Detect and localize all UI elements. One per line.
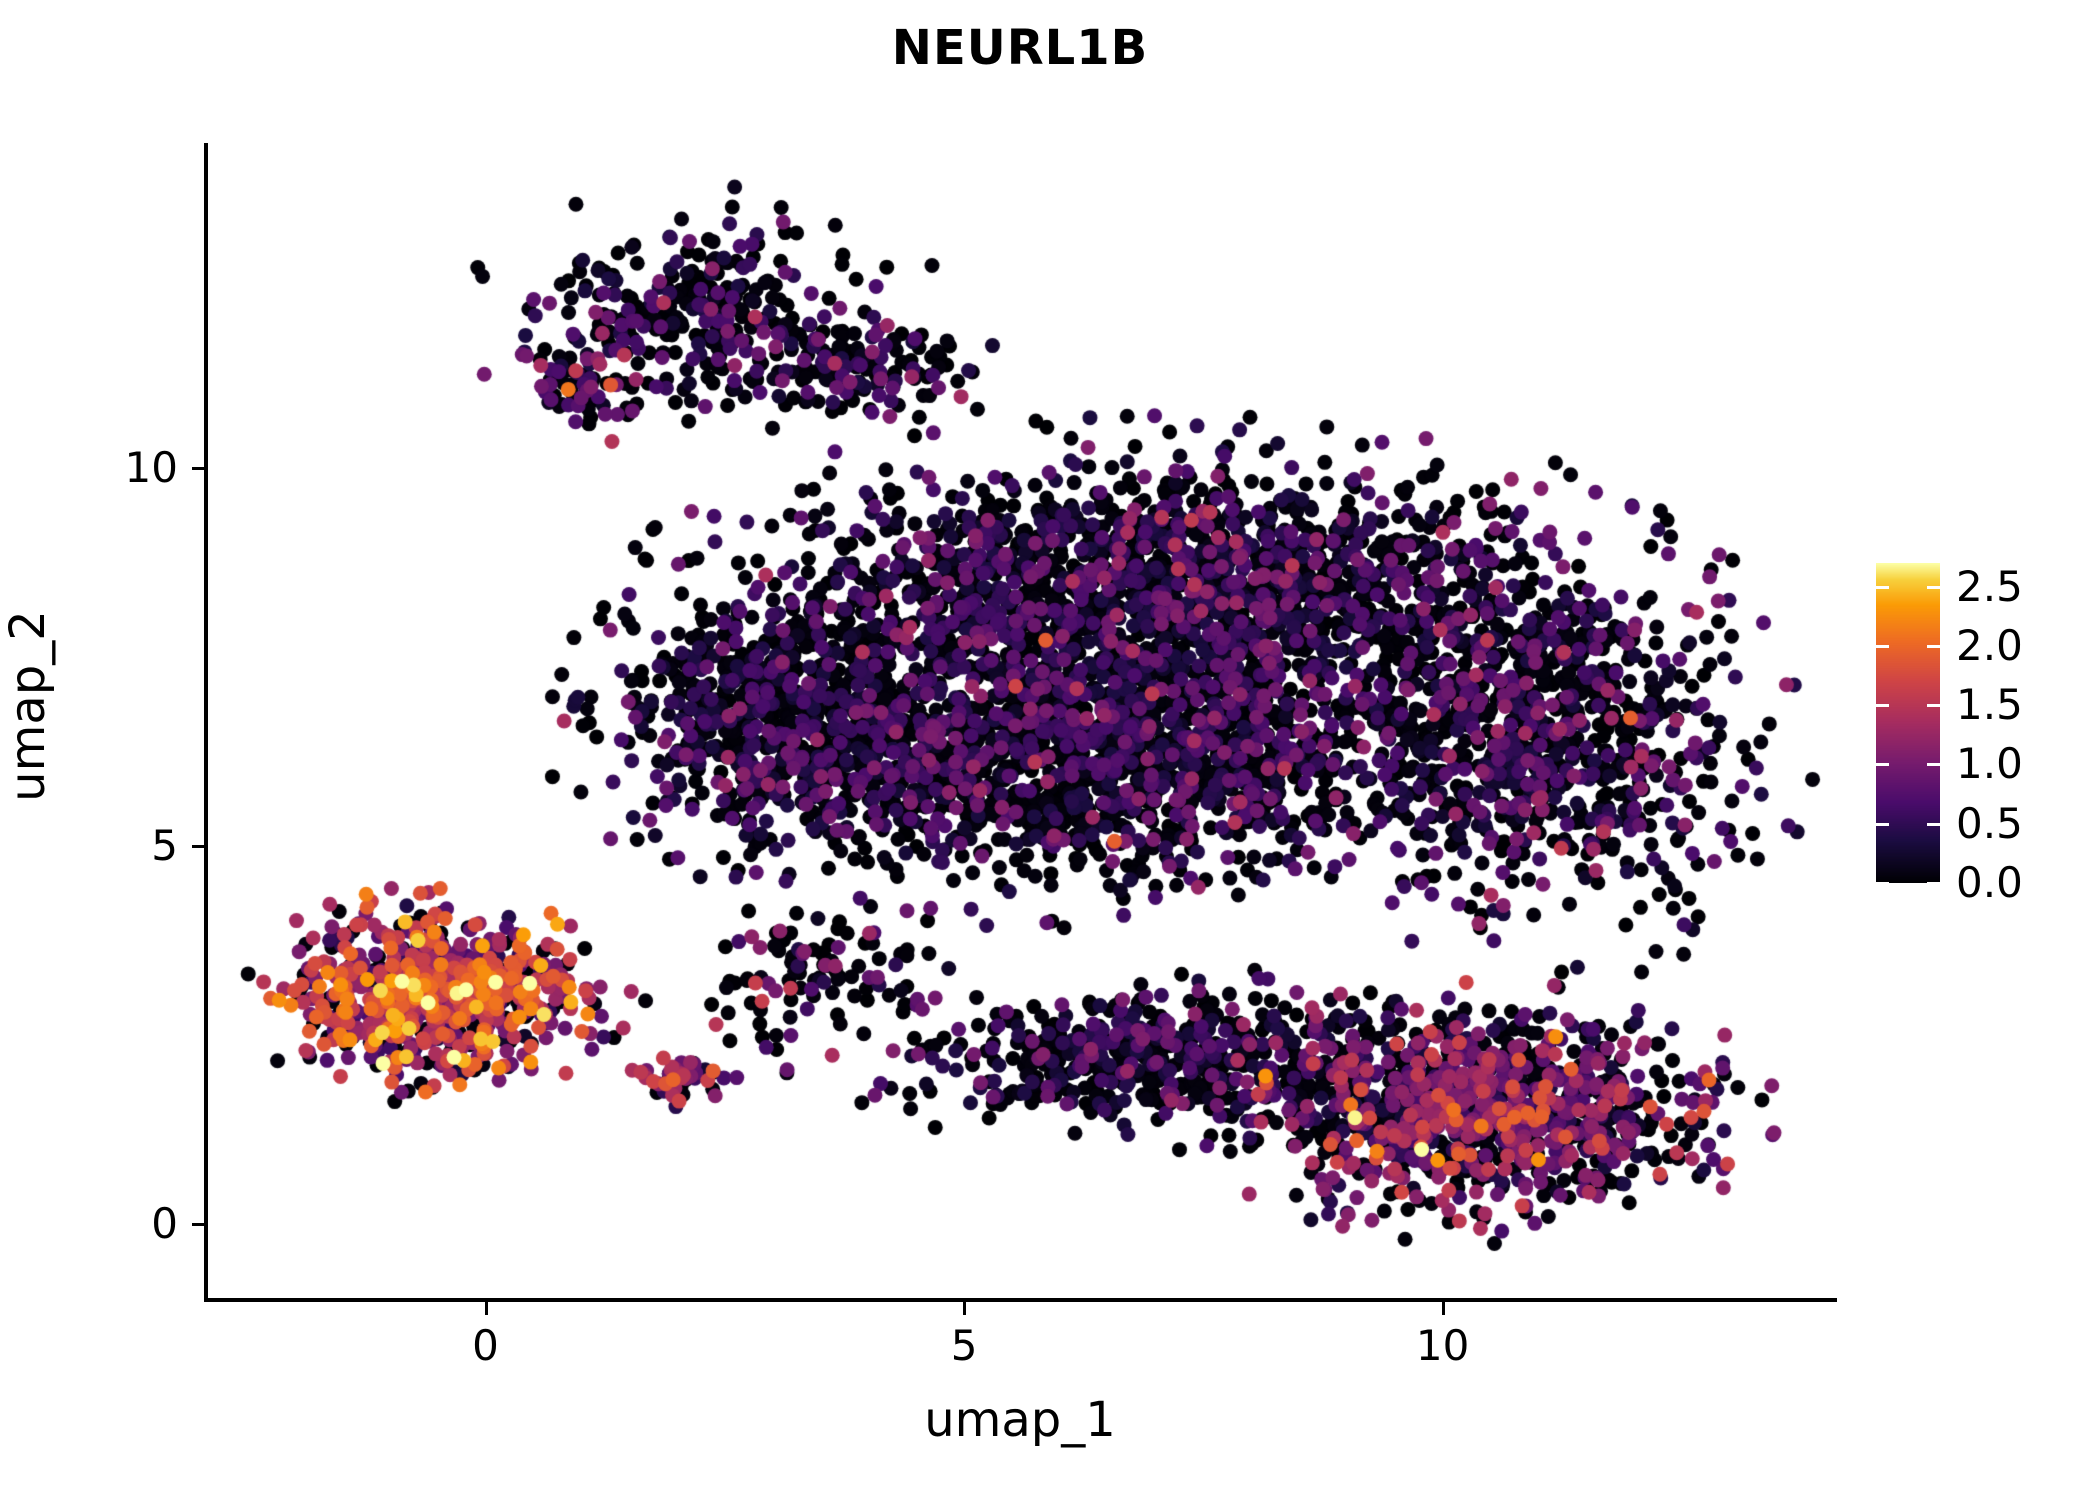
colorbar-tick-mark (1876, 763, 1889, 767)
x-axis-spine (204, 1298, 1837, 1302)
colorbar-tick-mark (1876, 704, 1889, 708)
x-tick-label: 5 (950, 1321, 978, 1370)
x-tick-label: 10 (1415, 1321, 1470, 1370)
y-tick-label: 0 (151, 1199, 178, 1249)
y-tick-label: 10 (124, 443, 178, 493)
colorbar: 2.5 2.0 1.5 1.0 0.5 0.0 (1876, 561, 2086, 904)
colorbar-tick-label: 1.5 (1956, 680, 2023, 730)
y-axis-spine (204, 143, 208, 1302)
colorbar-tick-mark (1876, 882, 1889, 885)
colorbar-tick-mark (1927, 763, 1940, 767)
colorbar-tick-mark (1927, 822, 1940, 826)
x-tick-mark (1441, 1302, 1445, 1315)
colorbar-tick-mark (1927, 882, 1940, 885)
x-axis-title: umap_1 (924, 1392, 1116, 1448)
y-axis-title: umap_2 (0, 610, 56, 802)
colorbar-tick-mark (1876, 822, 1889, 826)
colorbar-tick-label: 0.5 (1956, 798, 2023, 848)
page-title: NEURL1B (891, 20, 1149, 76)
scatter-points-canvas (208, 143, 1835, 1300)
y-tick-mark (192, 845, 205, 849)
colorbar-tick-mark (1927, 704, 1940, 708)
colorbar-tick-label: 2.0 (1956, 620, 2023, 670)
y-tick-label: 5 (151, 821, 178, 871)
colorbar-tick-label: 0.0 (1956, 858, 2023, 907)
colorbar-tick-label: 1.0 (1956, 739, 2023, 789)
colorbar-tick-mark (1927, 585, 1940, 589)
y-tick-mark (192, 1223, 205, 1227)
y-tick-mark (192, 467, 205, 471)
colorbar-tick-label: 2.5 (1956, 561, 2023, 611)
colorbar-tick-mark (1927, 644, 1940, 648)
colorbar-gradient (1876, 563, 1940, 883)
x-tick-label: 0 (472, 1321, 499, 1370)
scatter-plot-area (208, 143, 1835, 1300)
colorbar-tick-mark (1876, 585, 1889, 589)
x-tick-mark (484, 1302, 488, 1315)
x-tick-mark (963, 1302, 967, 1315)
colorbar-tick-mark (1876, 644, 1889, 648)
